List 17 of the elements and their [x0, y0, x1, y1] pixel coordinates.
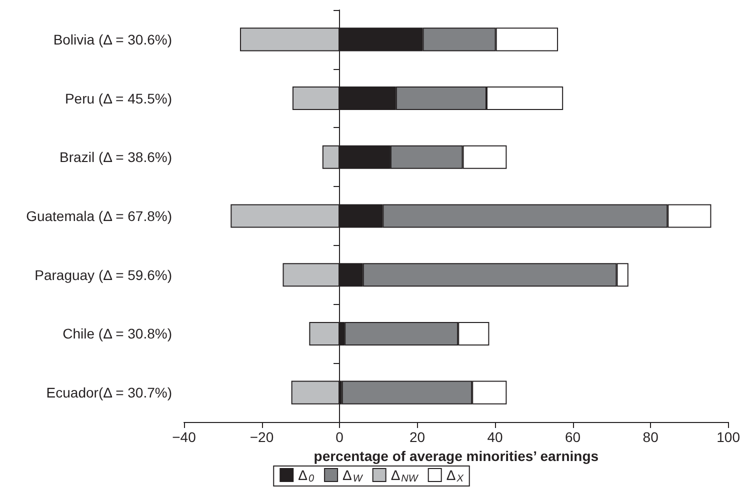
y-tick-label: Guatemala (Δ = 67.8%) [26, 208, 172, 224]
y-tick-label: Ecuador(Δ = 30.7%) [46, 384, 172, 401]
x-tick-label: 0 [336, 429, 344, 445]
x-axis-title: percentage of average minorities’ earnings [314, 448, 599, 464]
y-tick-label: Chile (Δ = 30.8%) [62, 326, 172, 342]
x-tick-label: 100 [716, 429, 740, 445]
y-tick-label: Peru (Δ = 45.5%) [64, 90, 172, 106]
x-tick-label: 40 [487, 429, 504, 445]
bar [291, 380, 340, 404]
x-tick-label: −20 [250, 429, 274, 445]
y-tick-label: Bolivia (Δ = 30.6%) [53, 31, 172, 48]
x-tick-label: 20 [409, 429, 426, 445]
y-tick-label: Paraguay (Δ = 59.6%) [34, 266, 172, 283]
y-tick-label: Brazil (Δ = 38.6%) [60, 149, 172, 166]
x-tick-label: 60 [565, 429, 581, 445]
x-tick-label: −40 [172, 429, 196, 445]
x-tick-label: 80 [642, 429, 659, 445]
